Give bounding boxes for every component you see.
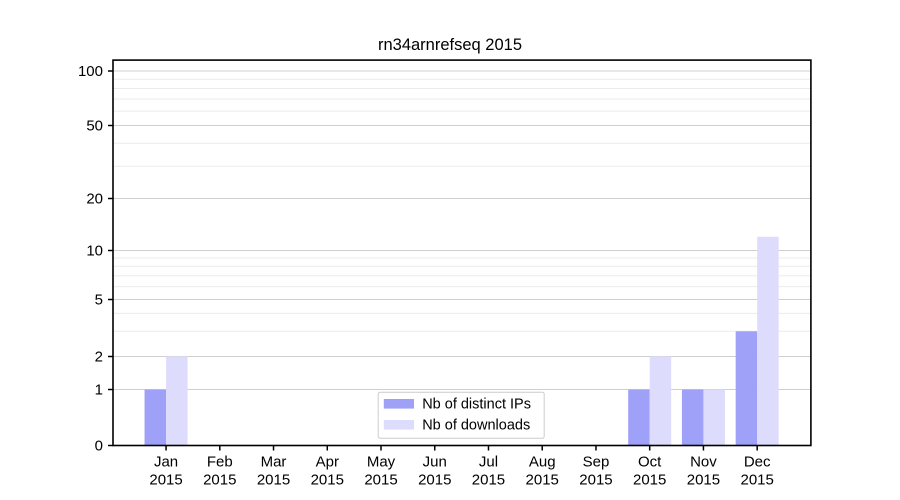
svg-text:Jan: Jan xyxy=(154,454,178,471)
svg-text:50: 50 xyxy=(86,118,103,135)
svg-text:2015: 2015 xyxy=(364,472,397,489)
svg-text:2015: 2015 xyxy=(418,472,451,489)
svg-text:Nb of distinct IPs: Nb of distinct IPs xyxy=(422,396,531,412)
svg-text:100: 100 xyxy=(78,63,103,80)
svg-text:2015: 2015 xyxy=(311,472,344,489)
svg-text:2015: 2015 xyxy=(149,472,182,489)
svg-text:Jun: Jun xyxy=(423,454,447,471)
svg-text:2015: 2015 xyxy=(526,472,559,489)
svg-text:Nb of downloads: Nb of downloads xyxy=(422,418,530,434)
svg-text:20: 20 xyxy=(86,191,103,208)
svg-text:Feb: Feb xyxy=(207,454,233,471)
svg-text:Dec: Dec xyxy=(744,454,771,471)
svg-text:2015: 2015 xyxy=(579,472,612,489)
svg-text:2015: 2015 xyxy=(257,472,290,489)
svg-text:Nov: Nov xyxy=(690,454,717,471)
svg-text:Mar: Mar xyxy=(261,454,287,471)
svg-text:Aug: Aug xyxy=(529,454,556,471)
svg-text:2015: 2015 xyxy=(203,472,236,489)
svg-text:Sep: Sep xyxy=(583,454,610,471)
svg-text:Oct: Oct xyxy=(638,454,662,471)
svg-text:10: 10 xyxy=(86,243,103,260)
svg-text:2015: 2015 xyxy=(633,472,666,489)
svg-text:Apr: Apr xyxy=(316,454,339,471)
svg-text:5: 5 xyxy=(95,292,103,309)
svg-text:May: May xyxy=(367,454,396,471)
svg-text:rn34arnrefseq 2015: rn34arnrefseq 2015 xyxy=(378,36,522,54)
svg-text:2015: 2015 xyxy=(687,472,720,489)
svg-text:2: 2 xyxy=(95,349,103,366)
svg-text:1: 1 xyxy=(95,382,103,399)
svg-text:2015: 2015 xyxy=(740,472,773,489)
svg-text:0: 0 xyxy=(95,438,103,455)
svg-text:Jul: Jul xyxy=(479,454,498,471)
svg-text:2015: 2015 xyxy=(472,472,505,489)
